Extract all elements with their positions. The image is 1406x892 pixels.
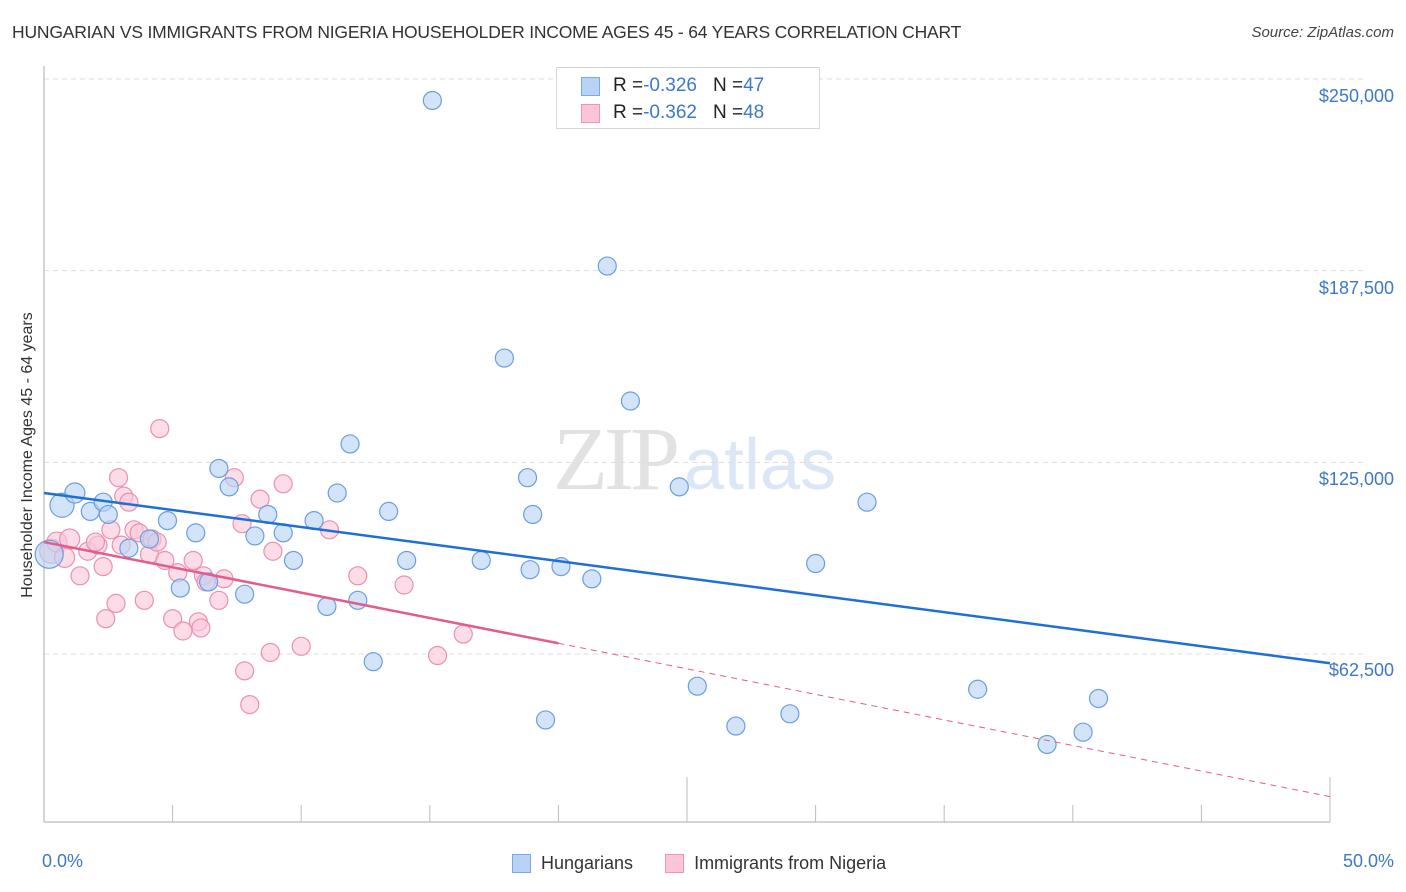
x-tick-min: 0.0% — [42, 851, 84, 871]
x-tick-max: 50.0% — [1342, 851, 1394, 871]
chart-title: HUNGARIAN VS IMMIGRANTS FROM NIGERIA HOU… — [12, 22, 962, 42]
n-label: N = — [712, 75, 744, 96]
source-credit: Source: ZipAtlas.com — [1251, 24, 1394, 41]
gridlines — [44, 78, 1366, 655]
n-value: 47 — [743, 75, 765, 96]
legend-item-nigeria[interactable]: Immigrants from Nigeria — [665, 853, 886, 874]
y-tick-187500: $187,500 — [1318, 278, 1394, 298]
hungarian-points — [34, 90, 1109, 755]
pink-swatch-icon — [665, 854, 685, 873]
r-value: -0.326 — [643, 75, 697, 96]
blue-swatch-icon — [512, 854, 531, 873]
n-value: 48 — [743, 102, 765, 123]
r-value: -0.362 — [643, 102, 697, 123]
stats-row-hungarians: R = -0.326 N = 47 — [581, 74, 764, 98]
r-label: R = — [613, 102, 644, 123]
stats-row-nigeria: R = -0.362 N = 48 — [581, 101, 764, 125]
legend-label: Immigrants from Nigeria — [694, 853, 887, 873]
r-label: R = — [613, 75, 644, 96]
legend-item-hungarians[interactable]: Hungarians — [512, 853, 633, 874]
y-tick-125000: $125,000 — [1318, 469, 1394, 489]
trend-lines — [43, 491, 1331, 798]
legend-label: Hungarians — [541, 853, 634, 873]
y-tick-62500: $62,500 — [1328, 660, 1394, 680]
pink-swatch-icon — [581, 103, 600, 123]
n-label: N = — [712, 102, 744, 123]
y-axis-label: Householder Income Ages 45 - 64 years — [19, 312, 36, 598]
correlation-stats-box: R = -0.326 N = 47 R = -0.362 N = 48 — [556, 67, 820, 129]
axes — [43, 66, 1331, 823]
y-tick-250000: $250,000 — [1318, 86, 1394, 106]
blue-swatch-icon — [581, 76, 600, 96]
series-legend: Hungarians Immigrants from Nigeria — [512, 853, 918, 874]
